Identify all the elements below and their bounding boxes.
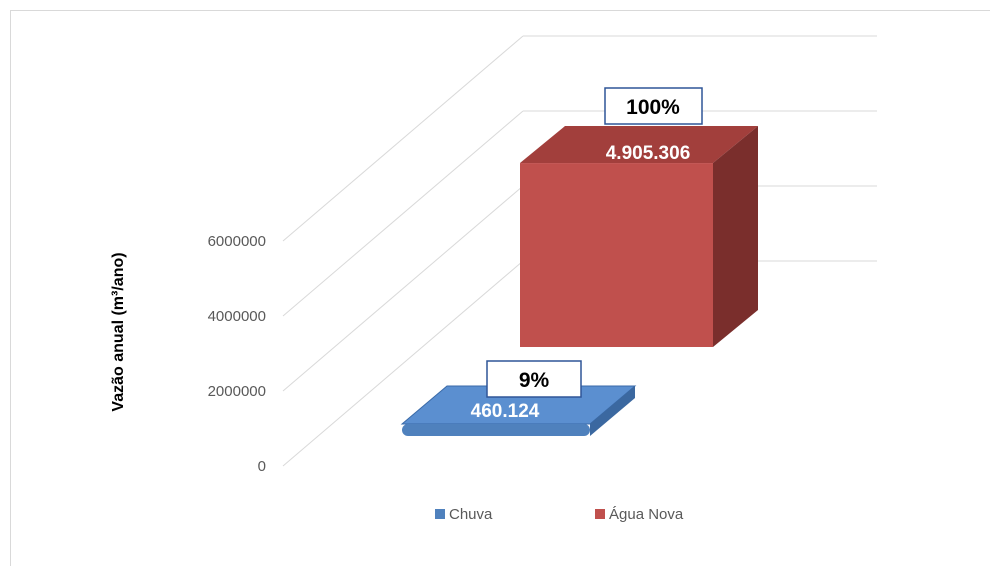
- legend-swatch-agua-nova: [595, 509, 605, 519]
- legend-label-chuva: Chuva: [449, 506, 493, 523]
- bar-agua-nova-front: [520, 163, 713, 347]
- legend-label-agua-nova: Água Nova: [609, 506, 684, 523]
- y-tick-label: 2000000: [208, 383, 266, 400]
- percent-label-chuva: 9%: [519, 369, 550, 392]
- chart-frame: [10, 10, 990, 566]
- percent-box-chuva: [486, 360, 582, 398]
- y-tick-labels: 0 2000000 4000000 6000000: [208, 233, 266, 475]
- data-label-agua-nova: 4.905.306: [606, 143, 691, 164]
- y-tick-label: 0: [258, 458, 266, 475]
- gridline-side: [282, 110, 524, 317]
- gridline-side: [282, 260, 524, 467]
- percent-label-agua-nova: 100%: [626, 96, 680, 119]
- labels-layer: 460.124 9% 4.905.306 100%: [471, 87, 703, 422]
- gridline-side: [282, 35, 524, 242]
- legend-swatch-chuva: [435, 509, 445, 519]
- bar-chuva-side: [590, 386, 635, 436]
- bar-chuva-front: [402, 424, 590, 436]
- y-tick-label: 6000000: [208, 233, 266, 250]
- y-tick-label: 4000000: [208, 308, 266, 325]
- gridline-side: [282, 185, 524, 392]
- data-label-chuva: 460.124: [471, 401, 540, 422]
- y-axis-title: Vazão anual (m³/ano): [110, 252, 127, 411]
- bars-layer: [400, 126, 758, 436]
- legend: Chuva Água Nova: [435, 506, 684, 523]
- bar-agua-nova-top: [520, 126, 758, 164]
- bar-agua-nova-side: [713, 126, 758, 347]
- percent-box-agua-nova: [604, 87, 703, 125]
